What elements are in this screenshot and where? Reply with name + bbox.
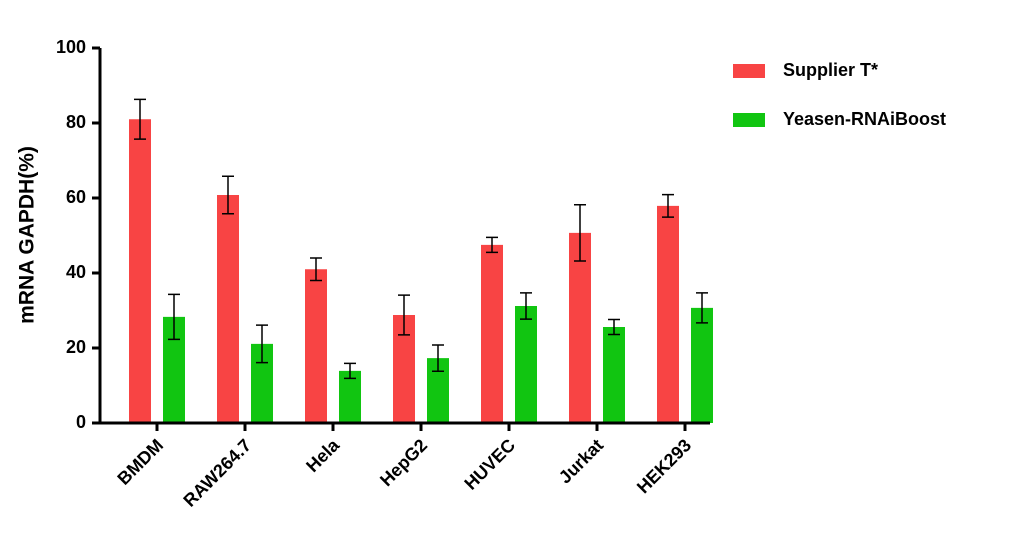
error-bar bbox=[134, 98, 146, 140]
bar bbox=[217, 195, 239, 423]
bar bbox=[393, 315, 415, 423]
error-bar bbox=[256, 324, 268, 364]
x-tick-label: Hela bbox=[302, 434, 344, 476]
error-bar bbox=[344, 362, 356, 380]
error-bar bbox=[432, 344, 444, 372]
error-bar bbox=[222, 175, 234, 215]
y-tick-label: 80 bbox=[66, 112, 86, 132]
x-tick-label: Jurkat bbox=[555, 435, 607, 487]
legend-label: Supplier T* bbox=[783, 60, 878, 80]
error-bar bbox=[310, 257, 322, 282]
y-tick-label: 100 bbox=[56, 37, 86, 57]
legend-swatch bbox=[733, 113, 765, 127]
error-bar bbox=[574, 204, 586, 262]
bar bbox=[603, 327, 625, 423]
bar bbox=[691, 307, 713, 423]
bar bbox=[427, 358, 449, 423]
y-tick-label: 0 bbox=[76, 412, 86, 432]
bar bbox=[515, 306, 537, 423]
error-bar bbox=[662, 193, 674, 218]
bar bbox=[129, 119, 151, 423]
x-tick-label: HEK293 bbox=[633, 435, 695, 497]
error-bar bbox=[486, 236, 498, 254]
bar bbox=[163, 316, 185, 423]
x-tick-label: HepG2 bbox=[376, 435, 431, 490]
x-tick-label: HUVEC bbox=[460, 435, 519, 494]
error-bar bbox=[168, 293, 180, 341]
y-axis-label: mRNA GAPDH(%) bbox=[16, 146, 39, 324]
bar bbox=[251, 343, 273, 423]
legend-label: Yeasen-RNAiBoost bbox=[783, 109, 946, 129]
bar bbox=[481, 244, 503, 423]
error-bar bbox=[398, 294, 410, 336]
bar bbox=[305, 269, 327, 423]
bar bbox=[339, 370, 361, 423]
bar bbox=[657, 205, 679, 423]
bar bbox=[569, 232, 591, 423]
error-bar bbox=[520, 292, 532, 320]
legend-swatch bbox=[733, 64, 765, 78]
y-tick-label: 20 bbox=[66, 337, 86, 357]
x-tick-label: BMDM bbox=[113, 435, 167, 489]
error-bar bbox=[696, 292, 708, 324]
y-tick-label: 40 bbox=[66, 262, 86, 282]
y-tick-label: 60 bbox=[66, 187, 86, 207]
x-tick-label: RAW264.7 bbox=[179, 435, 255, 511]
error-bar bbox=[608, 318, 620, 336]
